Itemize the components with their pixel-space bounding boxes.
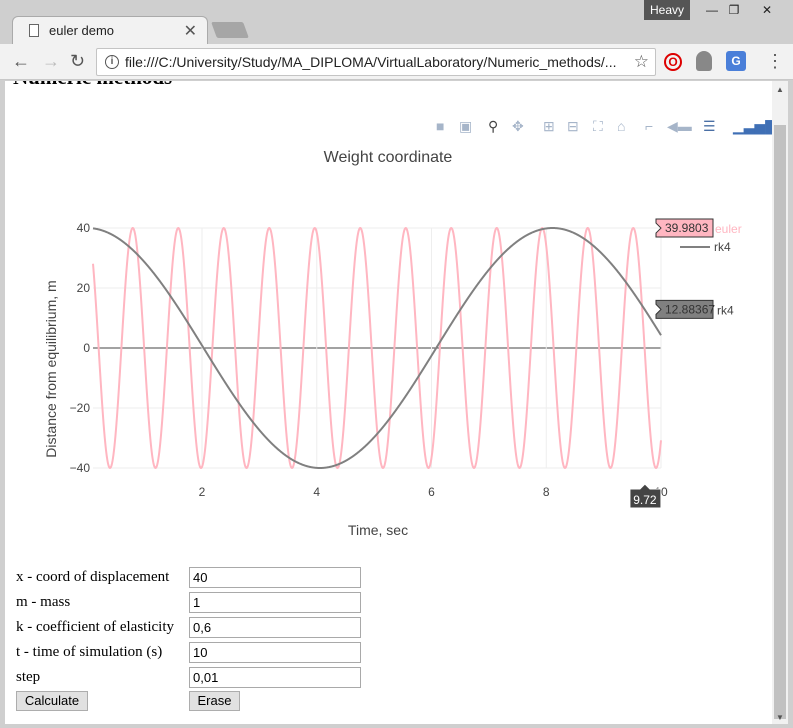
step-label: step: [16, 669, 41, 685]
hover-rk4-value: 12.88367: [665, 302, 715, 316]
page-heading: Numeric methods: [13, 81, 172, 90]
step-input[interactable]: [189, 667, 361, 688]
save-icon[interactable]: ▣: [459, 118, 473, 134]
y-tick-label: −40: [70, 461, 91, 475]
x-tick-label: 8: [543, 485, 550, 499]
hover-rk4-label: rk4: [717, 303, 734, 317]
zoom-icon[interactable]: ⚲: [488, 118, 499, 134]
calculate-button[interactable]: Calculate: [16, 691, 88, 711]
profile-button[interactable]: Heavy: [644, 0, 690, 20]
new-tab-button[interactable]: [211, 22, 249, 38]
minimize-button[interactable]: —: [706, 3, 718, 17]
back-button[interactable]: ←: [12, 51, 30, 71]
hover-rk4-box: [655, 299, 714, 319]
browser-toolbar: ← → ↻ i file:///C:/University/Study/MA_D…: [0, 44, 793, 80]
mass-label: m - mass: [16, 594, 71, 610]
y-tick-label: −20: [70, 401, 91, 415]
legend[interactable]: rk4: [680, 240, 731, 254]
url-text[interactable]: file:///C:/University/Study/MA_DIPLOMA/V…: [125, 54, 617, 70]
reload-button[interactable]: ↻: [70, 51, 86, 71]
close-window-button[interactable]: ✕: [761, 3, 773, 17]
translate-extension-icon[interactable]: G: [726, 51, 746, 71]
legend-rk4-label: rk4: [714, 240, 731, 254]
x-tick-label: 2: [199, 485, 206, 499]
tab-title: euler demo: [49, 23, 115, 38]
displacement-label: x - coord of displacement: [16, 569, 170, 585]
series-line-euler[interactable]: [92, 226, 662, 470]
maximize-button[interactable]: ❐: [728, 3, 740, 17]
time-label: t - time of simulation (s): [16, 644, 163, 660]
x-axis-label: Time, sec: [348, 522, 408, 538]
tab-close-icon[interactable]: ✕: [183, 23, 197, 40]
scroll-down-icon[interactable]: ▼: [776, 713, 784, 722]
title-bar: euler demo ✕ Heavy — ❐ ✕: [0, 0, 793, 44]
hover-euler-value: 39.9803: [665, 221, 709, 235]
displacement-input[interactable]: [189, 567, 361, 588]
scrollbar-thumb[interactable]: [774, 125, 786, 719]
x-tick-label: 6: [428, 485, 435, 499]
chrome-menu-icon[interactable]: ⋮: [766, 51, 784, 71]
browser-tab[interactable]: euler demo ✕: [12, 16, 208, 44]
x-tick-label: 4: [313, 485, 320, 499]
autoscale-icon[interactable]: ⛶: [593, 118, 603, 134]
camera-icon[interactable]: ■: [436, 118, 445, 134]
chart-title: Weight coordinate: [324, 149, 453, 166]
spike-lines-icon[interactable]: ⌐: [645, 118, 654, 134]
scroll-up-icon[interactable]: ▲: [776, 85, 784, 94]
plotly-logo-icon[interactable]: ▁▃▅▇: [733, 118, 772, 134]
erase-button[interactable]: Erase: [189, 691, 240, 711]
info-icon[interactable]: i: [105, 55, 119, 69]
y-tick-label: 20: [77, 281, 91, 295]
zoom-in-icon[interactable]: ⊞: [543, 118, 555, 134]
vertical-scrollbar[interactable]: ▲ ▼: [772, 81, 788, 724]
page-icon: [29, 24, 39, 37]
hover-closest-icon[interactable]: ◀▬: [667, 118, 692, 134]
bookmark-star-icon[interactable]: ☆: [633, 52, 649, 71]
hover-x-value: 9.72: [633, 493, 657, 507]
mass-input[interactable]: [189, 592, 361, 613]
pan-icon[interactable]: ✥: [512, 118, 524, 134]
ghost-extension-icon[interactable]: [696, 51, 712, 71]
hover-euler-box: [655, 218, 714, 238]
forward-button[interactable]: →: [42, 51, 60, 71]
hover-x-box: [629, 483, 662, 509]
reset-axes-icon[interactable]: ⌂: [617, 118, 626, 134]
hover-compare-icon[interactable]: ☰: [703, 118, 716, 134]
zoom-out-icon[interactable]: ⊟: [567, 118, 579, 134]
elasticity-label: k - coefficient of elasticity: [16, 619, 174, 635]
opera-extension-icon[interactable]: O: [664, 53, 682, 71]
address-bar[interactable]: i file:///C:/University/Study/MA_DIPLOMA…: [96, 48, 656, 76]
y-axis-label: Distance from equilibrium, m: [43, 280, 59, 457]
page-content: Numeric methods ■ ▣ ⚲ ✥ ⊞ ⊟ ⛶ ⌂ ⌐ ◀▬ ☰ ▁…: [5, 81, 772, 724]
hover-euler-label: euler: [715, 222, 742, 236]
elasticity-input[interactable]: [189, 617, 361, 638]
y-tick-label: 40: [77, 221, 91, 235]
series-line-rk4[interactable]: [92, 227, 662, 469]
y-tick-label: 0: [83, 341, 90, 355]
time-input[interactable]: [189, 642, 361, 663]
